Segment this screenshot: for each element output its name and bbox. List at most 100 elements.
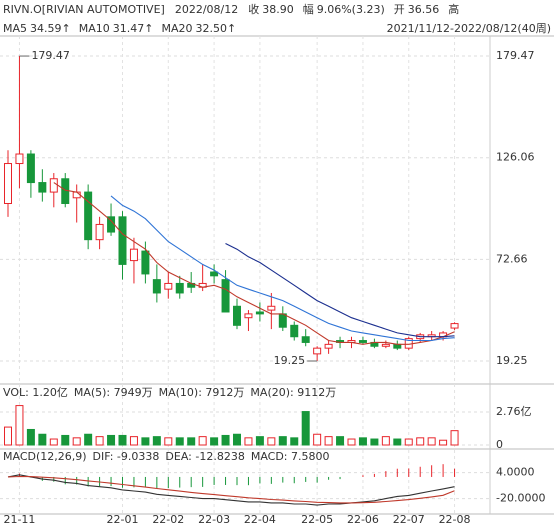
x-tick-label: 22-01 <box>107 513 139 525</box>
date: 2022/08/12 <box>175 3 238 16</box>
volume-bar <box>129 436 138 446</box>
symbol: RIVN.O[RIVIAN AUTOMOTIVE] <box>3 3 165 16</box>
volume-bar <box>49 438 58 446</box>
candle-body <box>4 163 12 204</box>
candle-body <box>95 223 104 241</box>
volume-bar <box>336 436 345 446</box>
macd-line <box>7 475 455 504</box>
x-tick-label: 22-06 <box>347 513 379 525</box>
volume-bar <box>393 438 402 446</box>
volume-bar <box>244 437 253 446</box>
ma-line <box>53 182 455 345</box>
x-tick-label: 22-07 <box>393 513 425 525</box>
volume-bar <box>84 433 93 446</box>
x-tick-label: 22-03 <box>198 513 230 525</box>
legend-item: MA(20): 9112万 <box>250 386 336 399</box>
volume-bar <box>324 436 333 446</box>
volume-bar <box>427 437 436 446</box>
x-tick-label: 22-02 <box>152 513 184 525</box>
volume-bar <box>198 436 207 446</box>
candle-body <box>210 271 219 277</box>
y-tick-label: -20.0000 <box>496 492 545 505</box>
legend-value: 31.47↑ <box>113 22 154 35</box>
volume-bar <box>416 437 425 446</box>
volume-bar <box>187 437 196 446</box>
volume-bar <box>152 436 161 446</box>
candle-body <box>141 250 150 275</box>
date-range: 2021/11/12-2022/08/12(40周) <box>387 22 551 35</box>
volume-bar <box>290 437 299 446</box>
panel-title: MACD(12,26,9) <box>3 450 87 463</box>
y-tick-label: 0 <box>496 438 503 451</box>
x-tick-label: 22-05 <box>301 513 333 525</box>
field-label: 高 <box>448 2 459 16</box>
volume-bar <box>210 437 219 446</box>
volume-bar <box>439 439 448 446</box>
candle-body <box>267 305 276 311</box>
candle-body <box>233 305 241 326</box>
volume-bar <box>164 437 173 446</box>
legend-value: 32.50↑ <box>195 22 236 35</box>
candle-body <box>244 313 253 319</box>
candle-body <box>278 313 287 328</box>
candle-body <box>290 324 299 338</box>
y-tick-label: 72.66 <box>496 252 528 265</box>
annotation: 179.47 <box>31 49 69 62</box>
y-tick-label: 2.76亿 <box>496 405 532 418</box>
volume-bar <box>313 433 322 446</box>
legend-name: MA5 <box>3 22 27 35</box>
candle-body <box>175 282 184 294</box>
candle-body <box>255 311 264 315</box>
y-tick-label: 126.06 <box>496 151 535 164</box>
annotation: 19.25 <box>274 354 306 367</box>
candle-body <box>450 323 459 329</box>
legend-item: DEA: -12.8238 <box>165 450 244 463</box>
candle-body <box>301 336 310 343</box>
field-value: 38.90 <box>262 3 294 16</box>
candle-body <box>129 248 138 262</box>
field-label: 收 <box>248 2 259 16</box>
legend-value: 34.59↑ <box>30 22 71 35</box>
candle-body <box>26 153 35 184</box>
volume-bar <box>15 405 24 446</box>
volume-bar <box>72 437 81 446</box>
volume-bar <box>175 437 184 446</box>
y-tick-label: 19.25 <box>496 354 528 367</box>
volume-bar <box>141 437 150 446</box>
candle-body <box>72 191 81 199</box>
field-label: 幅 <box>303 3 314 16</box>
y-tick-label: 4.0000 <box>496 466 535 479</box>
field-value: 36.56 <box>408 3 440 16</box>
candle-body <box>152 279 161 294</box>
legend-item: MA(5): 7949万 <box>74 386 153 399</box>
volume-bar <box>381 436 390 446</box>
volume-bar <box>278 436 287 446</box>
volume-bar <box>118 434 127 446</box>
field-value: 9.06%(3.23) <box>317 3 385 16</box>
y-tick-label: 179.47 <box>496 49 535 62</box>
legend-item: MA(10): 7912万 <box>159 386 245 399</box>
candle-body <box>118 216 127 265</box>
volume-bar <box>358 437 367 446</box>
volume-bar <box>370 438 379 446</box>
x-tick-label: 22-04 <box>244 513 276 525</box>
volume-bar <box>61 434 70 446</box>
legend-name: MA20 <box>161 22 192 35</box>
candle-body <box>221 279 230 313</box>
legend-name: MA10 <box>79 22 110 35</box>
x-tick-label: 21-11 <box>3 513 35 525</box>
volume-bar <box>26 428 35 446</box>
candle-body <box>49 178 58 193</box>
volume-bar <box>221 434 230 446</box>
volume-bar <box>450 430 459 446</box>
volume-bar <box>107 434 116 446</box>
x-tick-label: 22-08 <box>439 513 471 525</box>
volume-bar <box>38 433 47 446</box>
candle-body <box>393 343 402 349</box>
legend-item: MACD: 7.5800 <box>251 450 330 463</box>
candle-body <box>15 153 24 165</box>
candle-body <box>313 347 322 355</box>
candle-body <box>38 182 47 193</box>
